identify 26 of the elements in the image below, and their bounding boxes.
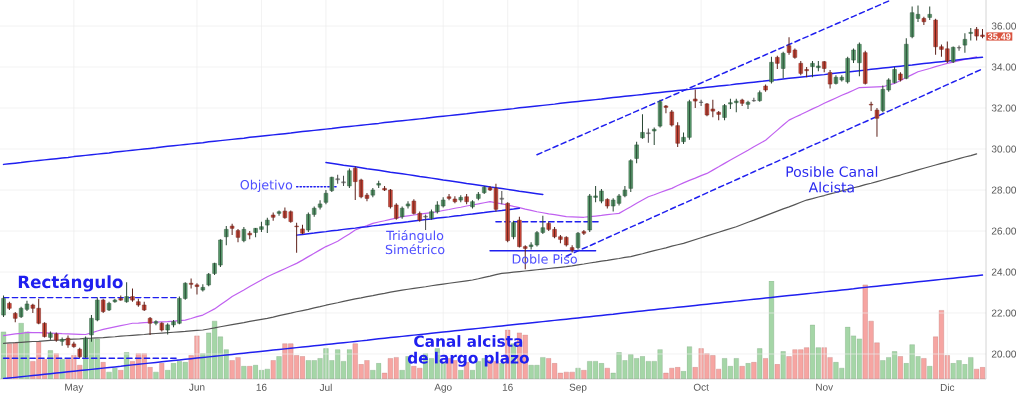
y-tick-label: 32.00 bbox=[991, 104, 1017, 112]
y-tick-label: 34.00 bbox=[991, 63, 1017, 71]
x-tick-label: 16 bbox=[256, 383, 267, 391]
x-tick-label: Jun bbox=[189, 383, 205, 391]
annotation: Rectángulo bbox=[18, 274, 123, 292]
annotation: Triángulo Simétrico bbox=[385, 229, 445, 255]
y-tick-label: 28.00 bbox=[991, 186, 1017, 194]
annotation: Alcista bbox=[808, 181, 854, 193]
y-tick-label: 24.00 bbox=[991, 268, 1017, 276]
x-tick-label: Oct bbox=[693, 383, 709, 391]
y-tick-label: 30.00 bbox=[991, 145, 1017, 153]
x-tick-label: May bbox=[65, 383, 84, 393]
y-tick-label: 26.00 bbox=[991, 227, 1017, 235]
text: 35.49 bbox=[987, 33, 1011, 40]
x-tick-label: Dic bbox=[940, 383, 955, 392]
annotation: Posible Canal bbox=[786, 166, 878, 177]
x-tick-label: Nov bbox=[816, 383, 834, 391]
x-tick-label: 16 bbox=[502, 383, 513, 391]
x-tick-label: Jul bbox=[319, 383, 332, 392]
annotation: Canal alcista de largo plazo bbox=[407, 335, 529, 367]
x-tick-label: Sep bbox=[569, 383, 587, 393]
x-tick-label: Ago bbox=[434, 383, 452, 393]
y-tick-label: 36.00 bbox=[991, 22, 1017, 30]
y-tick-label: 22.00 bbox=[991, 309, 1017, 317]
y-tick-label: 20.00 bbox=[991, 350, 1017, 358]
annotation: Objetivo bbox=[240, 179, 293, 193]
